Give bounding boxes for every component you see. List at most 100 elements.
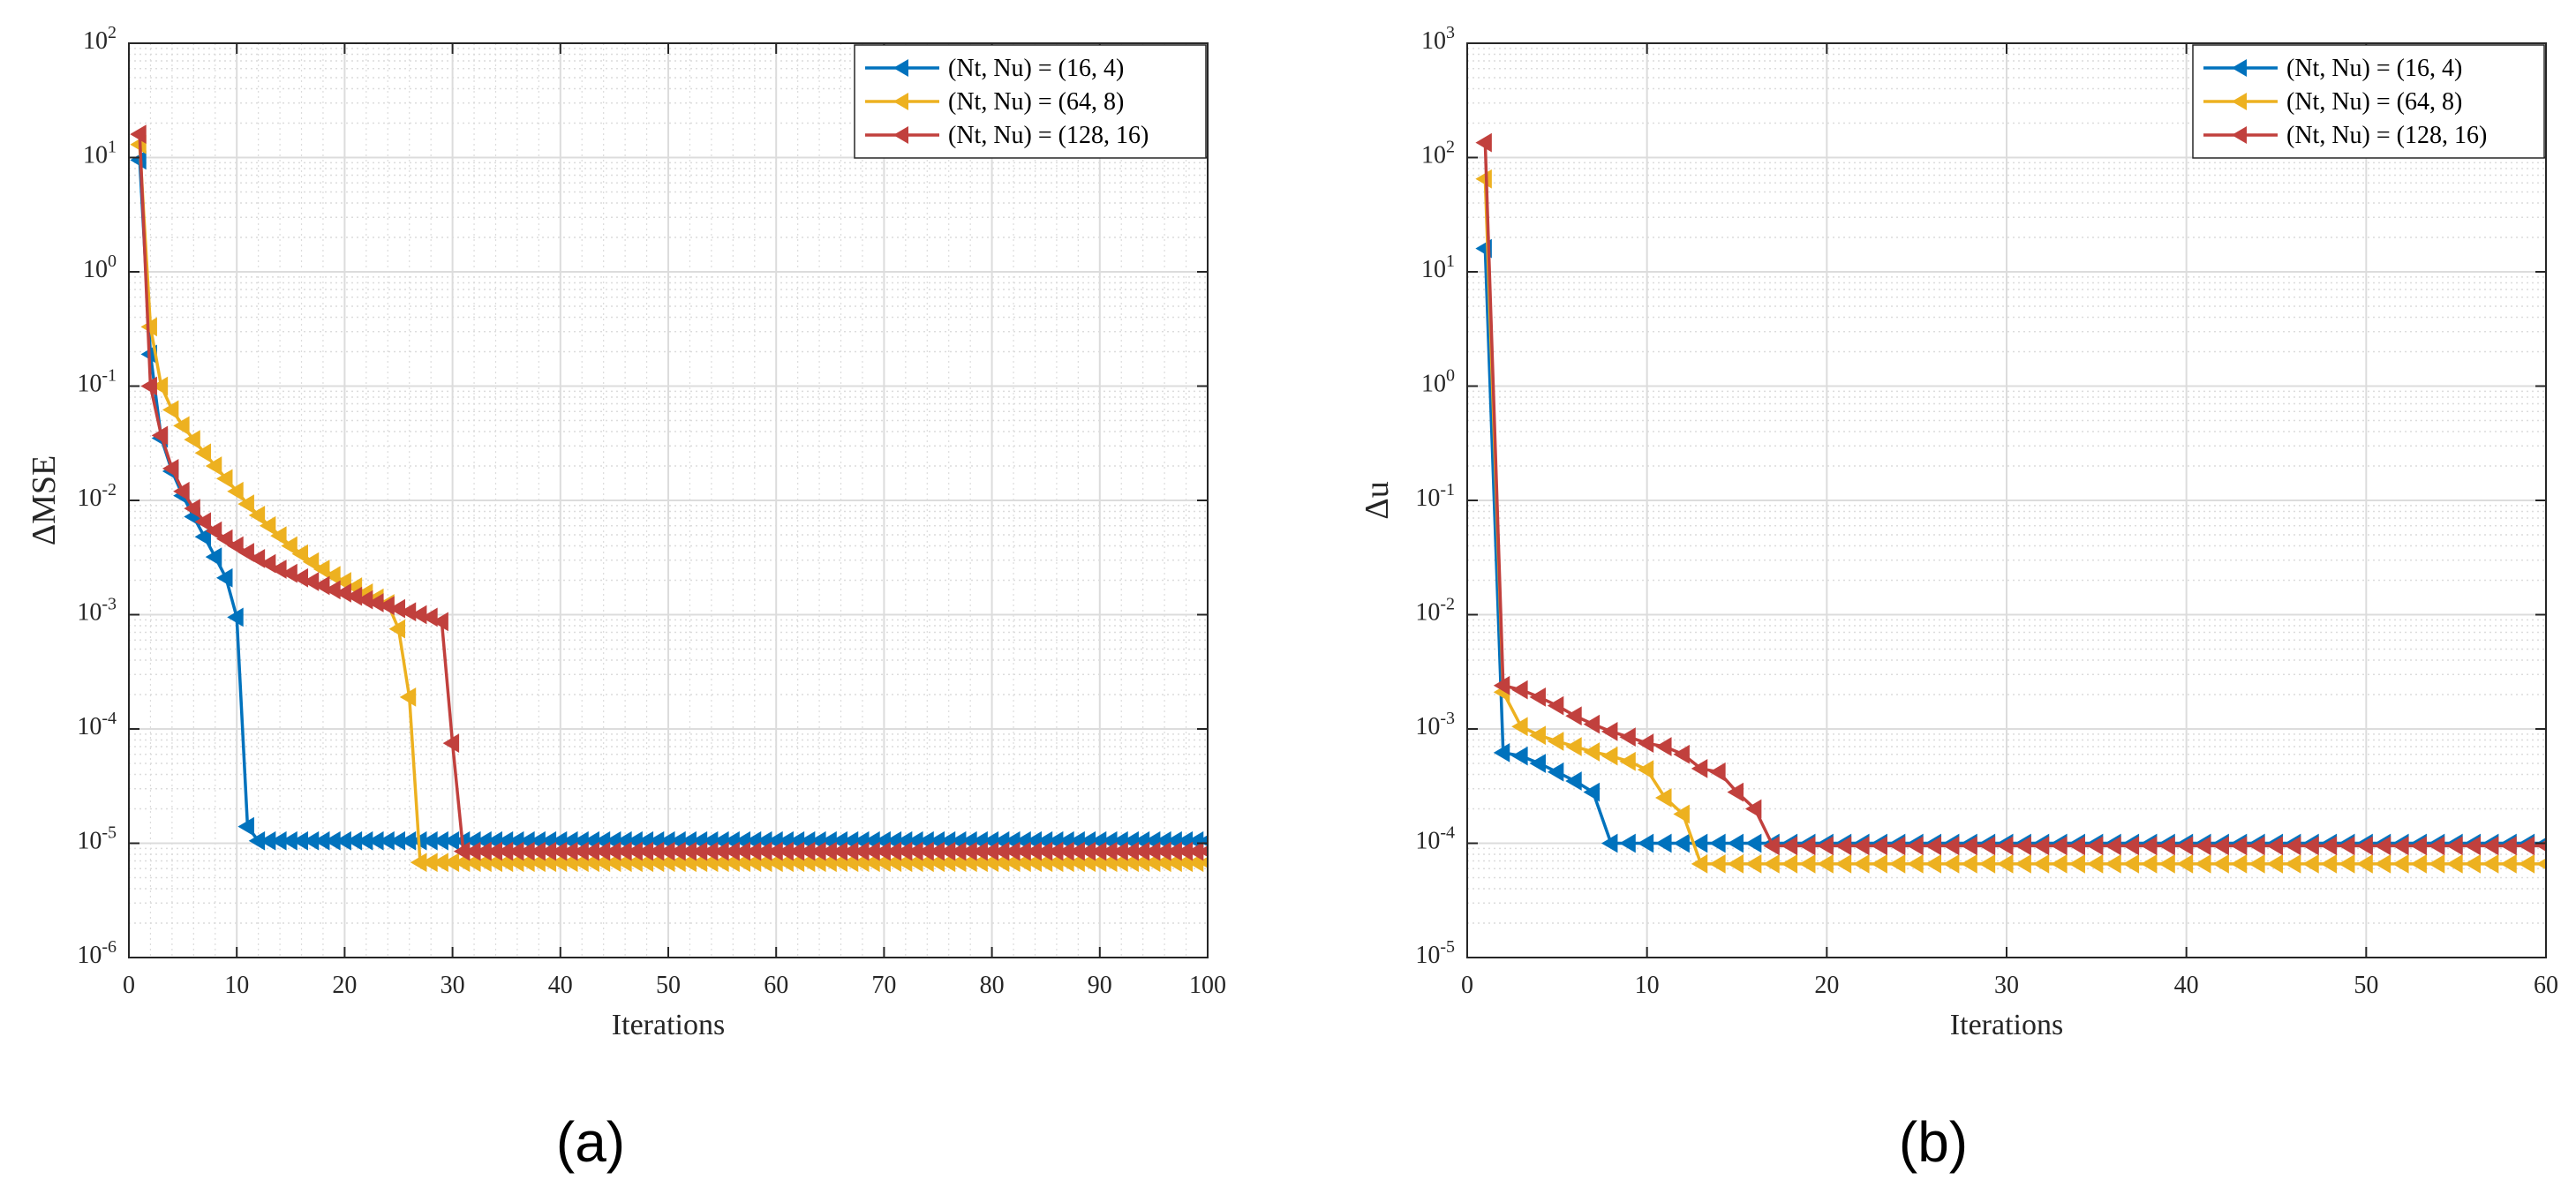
legend-marker — [893, 59, 908, 77]
data-point — [1834, 836, 1852, 856]
data-point — [151, 376, 169, 396]
data-point — [302, 552, 320, 572]
x-tick-label: 50 — [2354, 972, 2378, 999]
data-point — [1601, 833, 1618, 853]
data-point — [2266, 853, 2283, 874]
data-point — [2105, 853, 2121, 874]
x-tick-label: 20 — [332, 972, 357, 999]
data-point — [2302, 853, 2319, 874]
data-point — [2015, 853, 2031, 874]
data-point — [1655, 737, 1672, 756]
data-point — [1961, 853, 1977, 874]
data-point — [1673, 833, 1690, 853]
data-point — [2500, 853, 2517, 874]
data-point — [1781, 836, 1798, 856]
data-point — [2320, 836, 2338, 856]
panel-label-b: (b) — [1899, 1110, 1968, 1174]
data-point — [1547, 762, 1564, 782]
data-point — [1961, 836, 1977, 856]
data-point — [1619, 727, 1636, 747]
data-point — [2068, 836, 2085, 856]
data-point — [2140, 836, 2158, 856]
data-point — [1888, 836, 1906, 856]
legend-label: (Nt, Nu) = (16, 4) — [2286, 55, 2462, 82]
data-point — [442, 733, 460, 754]
data-point — [1763, 836, 1780, 856]
y-tick-label: 101 — [83, 138, 117, 169]
data-point — [1744, 853, 1762, 874]
x-tick-label: 50 — [656, 972, 681, 999]
data-point — [184, 499, 200, 519]
x-tick-label: 40 — [548, 972, 573, 999]
data-point — [2338, 836, 2355, 856]
data-point — [259, 515, 276, 536]
data-point — [215, 529, 233, 549]
data-point — [399, 687, 417, 707]
data-point — [2518, 853, 2535, 874]
data-point — [1198, 845, 1208, 858]
data-point — [173, 416, 190, 436]
data-point — [1744, 833, 1762, 853]
y-tick-label: 10-5 — [77, 823, 117, 855]
legend-box — [2192, 44, 2545, 159]
data-point — [1198, 856, 1208, 868]
series-2-b — [1475, 169, 2546, 874]
data-point — [1798, 853, 1816, 874]
data-point — [2176, 836, 2194, 856]
y-axis-label-a: ΔMSE — [26, 455, 63, 546]
data-point — [1565, 771, 1582, 791]
data-point — [1727, 782, 1744, 802]
legend-b: (Nt, Nu) = (16, 4) (Nt, Nu) = (64, 8) (Nt,… — [2192, 44, 2545, 159]
data-point — [1619, 833, 1636, 853]
data-point — [248, 506, 266, 525]
data-point — [2230, 853, 2248, 874]
data-point — [194, 512, 212, 532]
data-point — [1924, 853, 1942, 874]
y-tick-label: 10-2 — [77, 480, 117, 512]
data-point — [2482, 853, 2499, 874]
panel-label-a: (a) — [556, 1110, 625, 1174]
data-point — [2176, 853, 2194, 874]
legend-label: (Nt, Nu) = (128, 16) — [2286, 122, 2487, 149]
data-point — [2410, 853, 2427, 874]
data-point — [162, 459, 179, 478]
data-point — [1655, 788, 1672, 808]
data-point — [1942, 836, 1960, 856]
x-axis-label-b: Iterations — [1950, 1009, 2063, 1041]
data-point — [2518, 836, 2535, 856]
data-point — [2105, 836, 2121, 856]
data-point — [313, 560, 330, 579]
data-point — [2248, 853, 2265, 874]
x-tick-label: 30 — [1994, 972, 2019, 999]
data-point — [432, 612, 448, 632]
data-point — [1942, 853, 1960, 874]
data-point — [237, 816, 254, 837]
data-point — [1853, 836, 1870, 856]
data-point — [356, 590, 373, 610]
data-point — [2410, 836, 2427, 856]
data-point — [388, 598, 405, 619]
series-1-a — [130, 150, 1208, 851]
data-point — [1493, 675, 1510, 695]
data-point — [291, 544, 309, 564]
data-point — [335, 582, 351, 603]
data-point — [2230, 836, 2248, 856]
data-point — [1871, 836, 1887, 856]
data-point — [2248, 836, 2265, 856]
x-tick-label: 100 — [1189, 972, 1226, 999]
data-point — [2212, 853, 2229, 874]
data-point — [1691, 759, 1708, 778]
x-tick-label: 30 — [441, 972, 465, 999]
legend-marker — [2232, 93, 2247, 110]
data-point — [1817, 836, 1834, 856]
y-tick-label: 10-3 — [1415, 709, 1455, 740]
data-point — [2446, 836, 2463, 856]
data-point — [2464, 853, 2482, 874]
data-point — [1565, 706, 1582, 726]
data-point — [205, 521, 222, 541]
x-axis-label-a: Iterations — [612, 1009, 725, 1041]
data-point — [1907, 853, 1924, 874]
y-tick-label: 100 — [1421, 366, 1455, 398]
